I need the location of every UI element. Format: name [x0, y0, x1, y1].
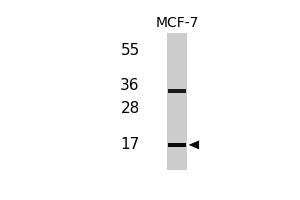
Text: 17: 17	[121, 137, 140, 152]
Text: 55: 55	[121, 43, 140, 58]
Text: 36: 36	[120, 78, 140, 93]
Text: MCF-7: MCF-7	[155, 16, 199, 30]
Bar	[167, 33, 188, 170]
Bar	[168, 89, 186, 93]
Polygon shape	[189, 140, 199, 149]
Bar	[168, 143, 186, 147]
Text: 28: 28	[121, 101, 140, 116]
